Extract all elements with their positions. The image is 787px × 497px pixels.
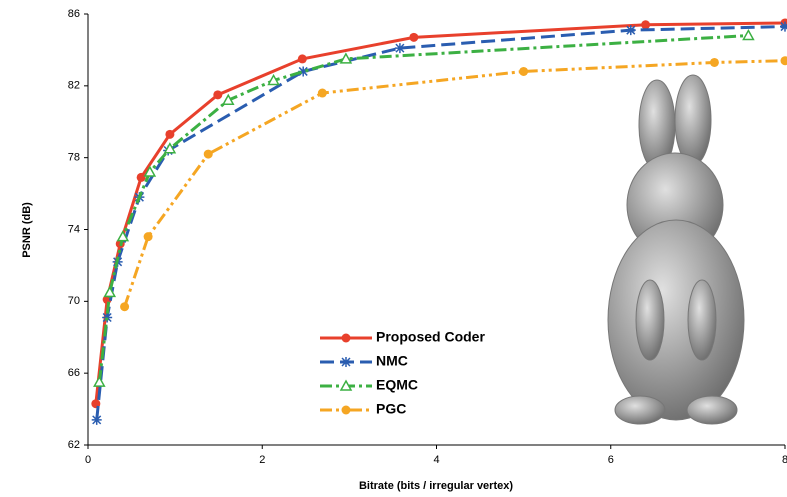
y-tick-label: 66 [68,367,80,379]
marker [221,93,235,105]
marker [641,20,651,30]
marker [394,43,405,54]
marker [120,302,130,312]
marker [709,57,719,67]
y-axis-label: PSNR (dB) [21,202,33,258]
marker [780,21,787,32]
marker [298,66,309,77]
legend-label: EQMC [376,377,418,393]
marker [165,129,175,139]
marker [742,29,755,41]
marker [93,375,106,387]
y-tick-label: 70 [68,295,80,307]
y-tick-label: 82 [68,80,80,92]
marker [103,285,117,298]
x-axis-label: Bitrate (bits / irregular vertex) [359,480,513,492]
marker [339,52,353,64]
marker [203,149,213,159]
y-tick-label: 86 [68,8,80,20]
bunny-image [607,74,745,425]
marker [91,414,102,425]
x-tick-label: 6 [608,454,614,466]
marker [519,66,529,76]
x-tick-label: 8 [782,454,787,466]
series-line [94,21,786,404]
y-tick-label: 78 [68,152,80,164]
marker [409,32,419,42]
legend-label: Proposed Coder [376,329,485,345]
marker [102,312,113,323]
y-tick-label: 74 [68,223,80,235]
marker [213,90,223,100]
legend-marker [341,357,351,367]
legend-marker [339,379,353,391]
x-tick-label: 4 [433,454,439,466]
marker [267,73,280,86]
marker [317,88,327,98]
legend-marker [341,405,351,415]
legend-label: NMC [376,353,408,369]
legend-label: PGC [376,401,406,417]
x-tick-label: 2 [259,454,265,466]
y-tick-label: 62 [68,439,80,451]
marker [143,232,153,242]
marker [116,230,130,242]
marker [780,56,787,66]
marker [625,25,636,36]
legend-marker [341,333,351,343]
marker [136,172,146,182]
x-tick-label: 0 [85,454,91,466]
marker [297,54,307,64]
marker [143,165,157,177]
marker [163,142,177,154]
